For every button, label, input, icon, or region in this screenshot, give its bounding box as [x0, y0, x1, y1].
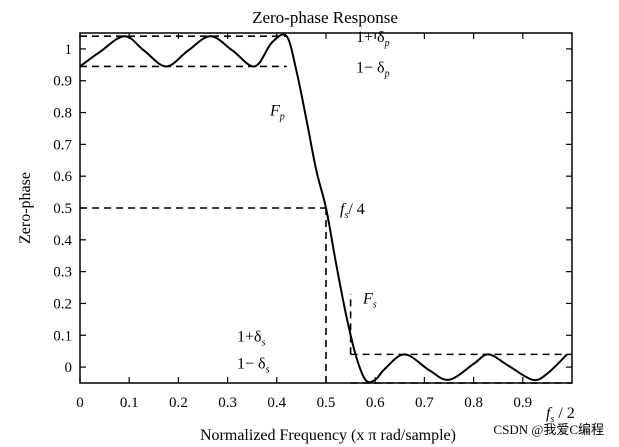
x-tick-label: 0.9 — [513, 395, 532, 411]
x-tick-label: 0 — [76, 395, 84, 411]
delta-p-lower-label: 1− δp — [356, 59, 390, 79]
y-tick-label: 1 — [65, 42, 73, 58]
y-tick-label: 0.7 — [53, 137, 72, 153]
x-tick-label: 0.8 — [464, 395, 483, 411]
x-tick-label: 0.7 — [415, 395, 434, 411]
axis-ticks: 0 0.1 0.2 0.3 0.4 0.5 0.6 0.7 0.8 0.9 1 0 0.1 0.2 0.3 0… — [53, 33, 572, 411]
x-tick-label: 0.4 — [267, 395, 286, 411]
y-tick-label: 0.9 — [53, 74, 72, 90]
y-tick-label: 0.5 — [53, 201, 72, 217]
x-tick-label: 0.3 — [218, 395, 237, 411]
stopband-edge-label: Fs — [362, 290, 377, 310]
y-tick-label: 0.2 — [53, 296, 72, 312]
x-tick-label: 0.2 — [169, 395, 188, 411]
delta-s-upper-label: 1+δs — [237, 329, 266, 349]
zero-phase-curve — [79, 33, 568, 384]
y-tick-label: 0 — [65, 360, 73, 376]
annotation-labels: 1+ δp 1− δp fs/ 4 Fs 1+δs 1− δs Fp fs / 2 — [237, 29, 575, 425]
y-tick-label: 0.6 — [53, 169, 72, 185]
y-axis-label: Zero-phase — [17, 172, 34, 244]
y-tick-label: 0.4 — [53, 233, 72, 249]
x-tick-label: 0.1 — [120, 395, 139, 411]
y-tick-label: 0.1 — [53, 328, 72, 344]
y-tick-label: 0.8 — [53, 106, 72, 122]
fs-half-label: fs / 2 — [546, 405, 575, 425]
x-tick-label: 0.6 — [366, 395, 385, 411]
fs-quarter-label: fs/ 4 — [340, 201, 365, 221]
x-tick-label: 0.5 — [317, 395, 336, 411]
passband-edge-label: Fp — [269, 103, 285, 123]
watermark: CSDN @我爱C编程 — [493, 422, 604, 437]
x-axis-label: Normalized Frequency (x π rad/sample) — [200, 427, 456, 444]
delta-s-lower-label: 1− δs — [237, 356, 270, 376]
y-tick-label: 0.3 — [53, 265, 72, 281]
chart-title: Zero-phase Response — [252, 8, 398, 27]
delta-p-upper-label: 1+ δp — [356, 29, 390, 49]
